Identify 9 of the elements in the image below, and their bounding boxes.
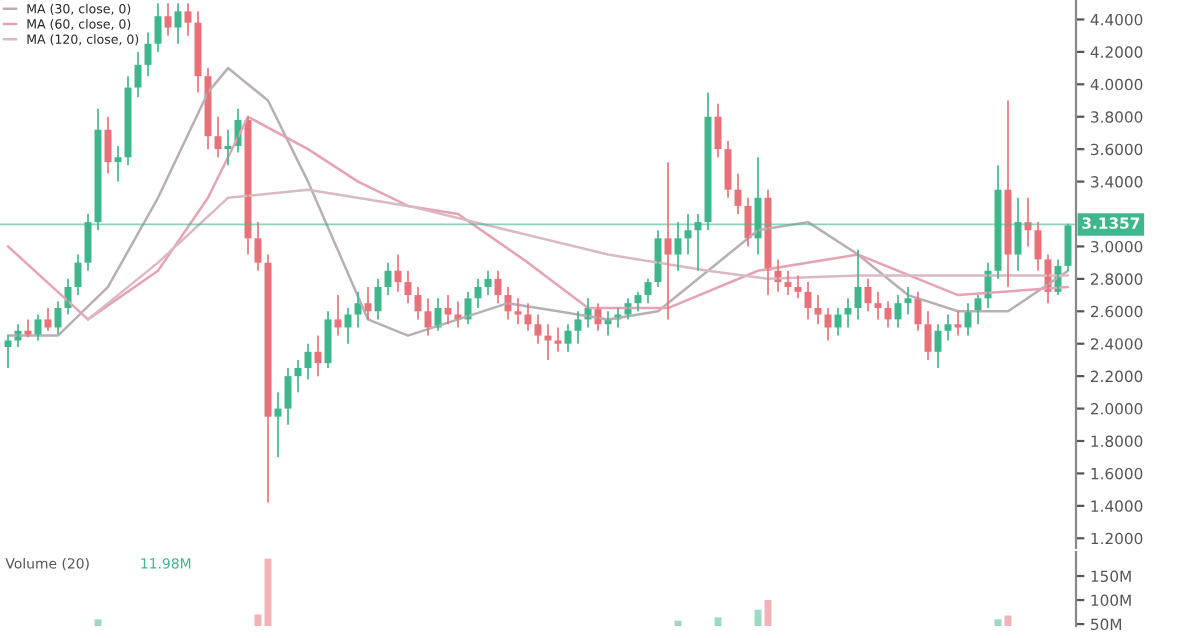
line-series: [6, 66, 1070, 337]
candlestick: [554, 326, 562, 353]
candlestick: [334, 294, 342, 337]
line-series: [6, 115, 1070, 321]
candlestick: [184, 2, 192, 37]
candlestick: [944, 313, 952, 342]
candlestick: [844, 297, 852, 329]
candlestick: [954, 310, 962, 337]
line-series: [86, 188, 1070, 321]
